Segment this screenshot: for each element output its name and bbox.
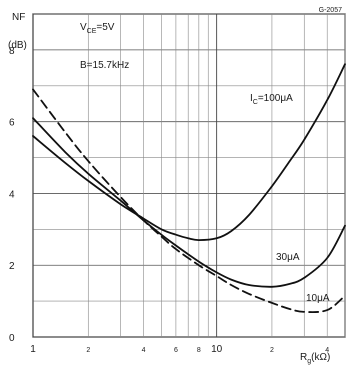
series-label-10ua: 10μA (306, 293, 330, 304)
series-curve-0 (32, 63, 346, 242)
y-tick-label: 8 (9, 46, 15, 57)
x-tick-label: 1 (30, 344, 36, 355)
x-tick-label: 6 (174, 347, 178, 354)
y-tick-label: 4 (9, 189, 15, 200)
series-label-100ua: IC=100μA (250, 93, 293, 106)
x-tick-label: 2 (270, 347, 274, 354)
x-tick-label: 8 (197, 347, 201, 354)
y-tick-label: 6 (9, 118, 15, 129)
y-tick-label: 2 (9, 261, 15, 272)
figure-code: G-2057 (319, 7, 342, 14)
y-axis-title: NF (12, 12, 25, 23)
y-axis-unit: (dB) (8, 40, 27, 51)
bandwidth-condition: B=15.7kHz (80, 60, 129, 71)
x-tick-label: 10 (211, 344, 223, 355)
x-tick-label: 2 (86, 347, 90, 354)
series-curve-1 (32, 117, 346, 288)
x-tick-label: 4 (325, 347, 329, 354)
y-tick-label: 0 (9, 333, 15, 344)
grid (32, 13, 346, 338)
series-label-30ua: 30μA (276, 252, 300, 263)
tick-labels: 0246812468102468 (9, 46, 329, 355)
series-curve-2 (32, 88, 346, 314)
curves (32, 63, 346, 314)
vce-condition: VCE=5V (80, 22, 115, 35)
x-axis-title: Rg(kΩ) (300, 352, 330, 365)
x-tick-label: 4 (142, 347, 146, 354)
